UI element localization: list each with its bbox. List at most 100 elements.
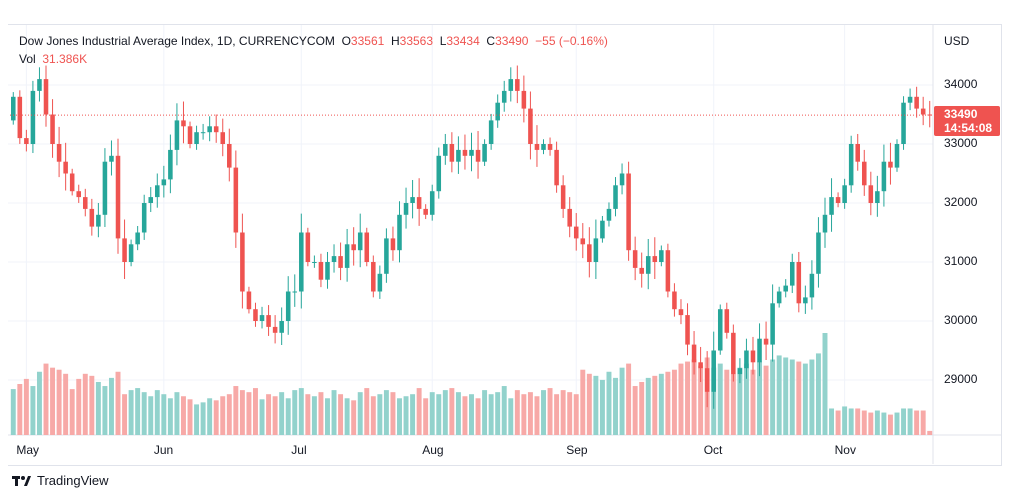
volume-bar	[108, 377, 114, 435]
candle	[875, 191, 880, 203]
volume-bar	[514, 390, 520, 435]
candle	[207, 126, 212, 133]
volume-bar	[154, 390, 160, 435]
candle	[600, 220, 605, 239]
volume-bar	[364, 388, 370, 435]
candle	[299, 232, 304, 292]
volume-bar	[141, 392, 147, 435]
candle	[305, 232, 311, 262]
low-value: 33434	[446, 34, 480, 48]
candle	[475, 149, 481, 162]
volume-bar	[508, 398, 514, 435]
candle	[632, 250, 638, 268]
volume-bar	[239, 390, 245, 435]
volume-bar	[128, 390, 134, 435]
volume-bar	[809, 359, 815, 435]
volume-bar	[495, 392, 501, 435]
last-price-tag: 33490 14:54:08	[934, 106, 1000, 136]
candle	[482, 144, 487, 162]
volume-bar	[783, 357, 789, 435]
candle	[619, 173, 625, 186]
candle	[724, 309, 730, 333]
volume-bar	[462, 396, 468, 435]
price-tick-label: 31000	[944, 254, 978, 268]
candle	[462, 149, 468, 156]
candle	[128, 244, 134, 262]
volume-bar	[390, 392, 396, 435]
volume-bar	[737, 367, 743, 435]
volume-bar	[397, 398, 402, 435]
candle	[521, 90, 527, 109]
candle	[573, 226, 579, 239]
time-tick-label: Nov	[834, 443, 856, 457]
candle	[436, 155, 442, 192]
volume-bar	[213, 400, 219, 435]
volume-bar	[567, 392, 573, 435]
volume-bar	[645, 377, 651, 435]
volume-label: Vol	[19, 52, 36, 66]
candle	[429, 191, 435, 215]
candle	[96, 214, 101, 227]
volume-bar	[802, 363, 808, 435]
candle	[443, 144, 448, 156]
candle	[312, 262, 317, 263]
candle	[789, 262, 795, 286]
chart-legend: Dow Jones Industrial Average Index, 1D, …	[19, 34, 608, 48]
volume-bar	[370, 396, 376, 435]
candle	[371, 262, 376, 292]
tradingview-logo-icon	[12, 475, 31, 486]
candle	[253, 309, 258, 321]
last-price: 33490	[944, 107, 978, 121]
volume-bar	[416, 388, 422, 435]
volume-bar	[180, 396, 186, 435]
candle	[920, 108, 926, 115]
volume-bar	[632, 386, 638, 435]
volume-bar	[874, 410, 880, 435]
candle	[515, 79, 520, 91]
volume-bar	[30, 386, 36, 435]
volume-bar	[69, 389, 75, 435]
volume-bar	[207, 398, 213, 435]
volume-bar	[148, 396, 154, 435]
volume-bar	[848, 408, 854, 435]
price-tick-label: 34000	[944, 77, 978, 91]
candle	[141, 203, 147, 233]
candle	[776, 291, 782, 304]
candle	[115, 155, 121, 239]
candle	[488, 120, 494, 144]
price-tick-label: 32000	[944, 195, 978, 209]
volume-bar	[593, 375, 599, 435]
volume-bar	[82, 373, 88, 435]
candle	[691, 344, 697, 363]
volume-bar	[161, 394, 167, 435]
candle	[56, 144, 62, 162]
bar-countdown: 14:54:08	[944, 121, 993, 135]
volume-bar	[835, 410, 841, 435]
volume-bar	[573, 394, 579, 435]
volume-bar	[449, 388, 455, 435]
volume-bar	[580, 369, 586, 435]
volume-bar	[194, 404, 200, 435]
tradingview-logo[interactable]: TradingView	[12, 473, 109, 488]
volume-bar	[658, 373, 664, 435]
candle	[403, 203, 409, 215]
volume-bar	[829, 408, 835, 435]
candle	[213, 126, 219, 133]
candle	[763, 338, 769, 345]
candle	[43, 79, 49, 115]
candle	[344, 244, 350, 268]
candle	[737, 368, 743, 375]
volume-bar	[351, 400, 357, 435]
candle	[888, 161, 893, 168]
candle	[750, 350, 756, 363]
candle	[318, 262, 324, 280]
volume-bar	[272, 396, 278, 435]
candle	[652, 256, 658, 262]
high-label: H	[390, 34, 400, 48]
candle	[325, 262, 330, 280]
candle	[227, 144, 232, 168]
volume-bar	[403, 396, 409, 435]
candle	[907, 96, 913, 103]
candle	[744, 350, 749, 369]
